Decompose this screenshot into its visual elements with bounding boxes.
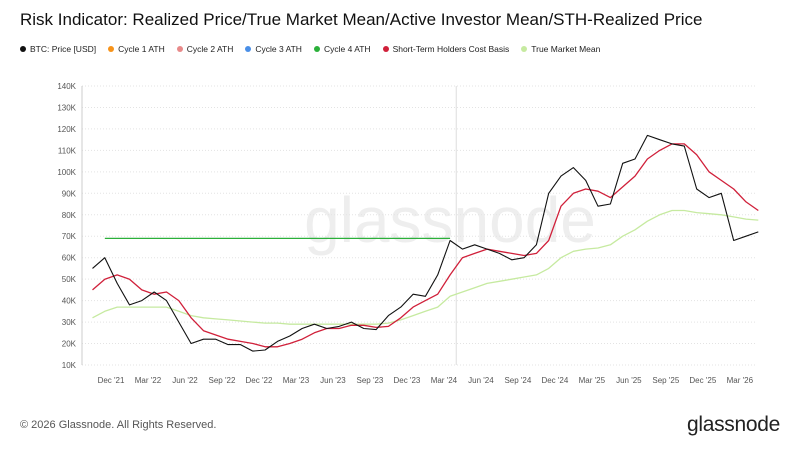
x-tick-label: Mar '24 [431, 376, 458, 385]
legend-dot-icon [108, 46, 115, 52]
series-line-btc-price-usd- [92, 134, 759, 352]
y-tick-label: 80K [62, 211, 77, 220]
y-tick-label: 140K [57, 82, 76, 91]
y-tick-label: 20K [62, 340, 77, 349]
y-tick-label: 60K [62, 254, 77, 263]
legend-label: Cycle 1 ATH [118, 44, 165, 54]
legend-item[interactable]: Cycle 4 ATH [313, 44, 371, 54]
legend-dot-icon [313, 46, 320, 52]
x-tick-label: Mar '25 [579, 376, 606, 385]
x-tick-label: Jun '22 [172, 376, 198, 385]
legend-label: Short-Term Holders Cost Basis [392, 44, 510, 54]
brand-logo: glassnode [686, 413, 780, 436]
watermark: glassnode [304, 184, 596, 256]
x-tick-label: Jun '25 [616, 376, 642, 385]
legend-dot-icon [176, 46, 183, 52]
legend-label: Cycle 2 ATH [186, 44, 234, 54]
x-tick-label: Dec '25 [689, 376, 716, 385]
copyright: © 2026 Glassnode. All Rights Reserved. [20, 419, 217, 431]
x-tick-label: Jun '23 [320, 376, 346, 385]
x-tick-label: Mar '26 [727, 376, 754, 385]
x-tick-label: Sep '24 [504, 376, 531, 385]
x-tick-label: Mar '22 [135, 376, 162, 385]
y-tick-label: 90K [62, 189, 77, 198]
y-tick-label: 30K [62, 318, 77, 327]
series-line-true-market-mean [92, 209, 759, 325]
x-tick-label: Sep '25 [652, 376, 679, 385]
x-tick-label: Dec '22 [246, 376, 273, 385]
legend-dot-icon [521, 46, 528, 52]
y-tick-label: 110K [58, 146, 77, 155]
y-tick-label: 70K [62, 232, 77, 241]
y-tick-label: 10K [62, 361, 77, 370]
legend-label: BTC: Price [USD] [30, 44, 97, 54]
x-tick-label: Jun '24 [468, 376, 494, 385]
x-tick-label: Sep '22 [209, 376, 236, 385]
legend-label: Cycle 4 ATH [323, 44, 371, 54]
legend-dot-icon [245, 46, 252, 52]
legend-item[interactable]: Cycle 2 ATH [176, 44, 234, 54]
legend-dot-icon [20, 46, 26, 52]
legend-item[interactable]: True Market Mean [521, 44, 600, 54]
x-tick-label: Sep '23 [356, 376, 383, 385]
x-tick-label: Dec '21 [98, 376, 125, 385]
legend-item[interactable]: Short-Term Holders Cost Basis [382, 44, 510, 54]
legend-item[interactable]: Cycle 1 ATH [108, 44, 165, 54]
legend-dot-icon [382, 46, 389, 52]
y-tick-label: 130K [57, 103, 76, 112]
y-tick-label: 40K [62, 297, 77, 306]
chart-legend: BTC: Price [USD] Cycle 1 ATH Cycle 2 ATH Cy… [20, 44, 600, 54]
legend-item[interactable]: BTC: Price [USD] [20, 44, 96, 54]
x-tick-label: Mar '23 [283, 376, 310, 385]
legend-label: True Market Mean [531, 44, 601, 54]
legend-label: Cycle 3 ATH [255, 44, 302, 54]
legend-item[interactable]: Cycle 3 ATH [245, 44, 302, 54]
series-line-short-term-holders-cost-basis [92, 143, 759, 348]
page-title: Risk Indicator: Realized Price/True Mark… [20, 10, 703, 29]
x-tick-label: Dec '23 [393, 376, 420, 385]
x-tick-label: Dec '24 [541, 376, 568, 385]
y-tick-label: 120K [57, 125, 76, 134]
y-tick-label: 50K [62, 275, 77, 284]
y-tick-label: 100K [57, 168, 76, 177]
